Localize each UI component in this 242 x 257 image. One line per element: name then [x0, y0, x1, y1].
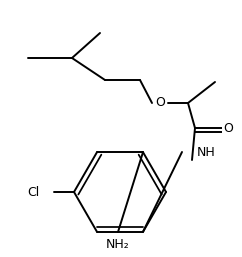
Text: Cl: Cl — [28, 186, 40, 198]
Text: NH₂: NH₂ — [106, 238, 130, 252]
Text: O: O — [223, 122, 233, 134]
Text: O: O — [155, 96, 165, 109]
Text: NH: NH — [197, 145, 216, 159]
